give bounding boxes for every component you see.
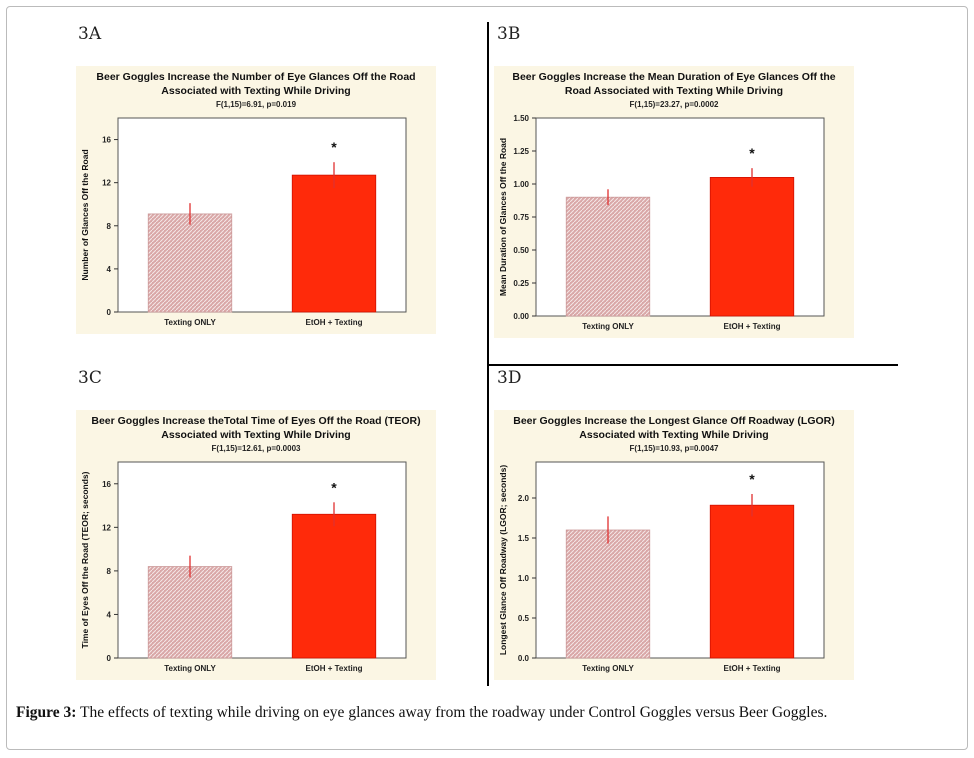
chart-title-line: Associated with Texting While Driving — [161, 429, 350, 441]
chart-3d: Beer Goggles Increase the Longest Glance… — [494, 410, 854, 680]
chart-title-line: Beer Goggles Increase the Mean Duration … — [512, 71, 835, 83]
chart-title-line: Associated with Texting While Driving — [579, 429, 768, 441]
chart-title-line: Beer Goggles Increase theTotal Time of E… — [91, 415, 420, 427]
bar-etoh-texting — [709, 504, 795, 659]
caption-text: The effects of texting while driving on … — [76, 704, 828, 721]
chart-stat-label: F(1,15)=12.61, p=0.0003 — [212, 444, 302, 453]
chart-title-line: Beer Goggles Increase the Number of Eye … — [96, 71, 415, 83]
y-axis-label: Number of Glances Off the Road — [80, 149, 90, 280]
figure-frame — [6, 6, 968, 750]
y-tick-label: 0.00 — [513, 312, 529, 321]
y-tick-label: 0.50 — [513, 246, 529, 255]
y-tick-label: 0.25 — [513, 279, 529, 288]
chart-title-line: Associated with Texting While Driving — [161, 85, 350, 97]
y-tick-label: 8 — [107, 567, 112, 576]
y-tick-label: 12 — [102, 179, 111, 188]
chart-stat-label: F(1,15)=23.27, p=0.0002 — [630, 100, 720, 109]
bar-texting-only — [147, 213, 233, 313]
significance-asterisk: * — [749, 145, 755, 161]
panel-label-3d: 3D — [497, 368, 522, 388]
bar-texting-only — [565, 529, 651, 659]
y-tick-label: 8 — [107, 222, 112, 231]
x-category-label: EtOH + Texting — [306, 664, 363, 673]
chart-stat-label: F(1,15)=10.93, p=0.0047 — [630, 444, 720, 453]
y-tick-label: 1.0 — [518, 574, 530, 583]
panel-label-3a: 3A — [78, 24, 102, 44]
y-tick-label: 4 — [107, 265, 112, 274]
figure-caption: Figure 3: The effects of texting while d… — [16, 704, 827, 722]
y-axis-label: Longest Glance Off Roadway (LGOR; second… — [498, 465, 508, 655]
y-tick-label: 2.0 — [518, 494, 530, 503]
y-tick-label: 16 — [102, 136, 111, 145]
y-tick-label: 0 — [107, 308, 112, 317]
significance-asterisk: * — [331, 479, 337, 495]
panel-label-3b: 3B — [497, 24, 521, 44]
y-tick-label: 12 — [102, 523, 111, 532]
x-category-label: Texting ONLY — [582, 322, 634, 331]
chart-title-line: Beer Goggles Increase the Longest Glance… — [513, 415, 835, 427]
y-tick-label: 1.50 — [513, 114, 529, 123]
chart-3a: Beer Goggles Increase the Number of Eye … — [76, 66, 436, 334]
vertical-divider — [487, 22, 489, 686]
x-category-label: Texting ONLY — [164, 664, 216, 673]
caption-label: Figure 3: — [16, 704, 77, 721]
horizontal-divider — [488, 364, 898, 366]
y-tick-label: 1.5 — [518, 534, 530, 543]
x-category-label: EtOH + Texting — [306, 318, 363, 327]
y-tick-label: 4 — [107, 610, 112, 619]
y-axis-label: Mean Duration of Glances Off the Road — [498, 138, 508, 296]
x-category-label: EtOH + Texting — [724, 664, 781, 673]
bar-texting-only — [147, 566, 233, 659]
bar-etoh-texting — [291, 174, 377, 313]
chart-stat-label: F(1,15)=6.91, p=0.019 — [216, 100, 297, 109]
y-tick-label: 16 — [102, 480, 111, 489]
significance-asterisk: * — [331, 139, 337, 155]
x-category-label: Texting ONLY — [582, 664, 634, 673]
chart-title-line: Road Associated with Texting While Drivi… — [565, 85, 783, 97]
y-tick-label: 1.25 — [513, 147, 529, 156]
chart-3c: Beer Goggles Increase theTotal Time of E… — [76, 410, 436, 680]
y-axis-label: Time of Eyes Off the Road (TEOR; seconds… — [80, 471, 90, 648]
y-tick-label: 0.0 — [518, 654, 530, 663]
bar-etoh-texting — [291, 513, 377, 659]
bar-etoh-texting — [709, 177, 795, 317]
y-tick-label: 0 — [107, 654, 112, 663]
y-tick-label: 0.5 — [518, 614, 530, 623]
chart-3b: Beer Goggles Increase the Mean Duration … — [494, 66, 854, 338]
panel-label-3c: 3C — [78, 368, 102, 388]
significance-asterisk: * — [749, 471, 755, 487]
x-category-label: EtOH + Texting — [724, 322, 781, 331]
y-tick-label: 0.75 — [513, 213, 529, 222]
y-tick-label: 1.00 — [513, 180, 529, 189]
bar-texting-only — [565, 196, 651, 317]
x-category-label: Texting ONLY — [164, 318, 216, 327]
